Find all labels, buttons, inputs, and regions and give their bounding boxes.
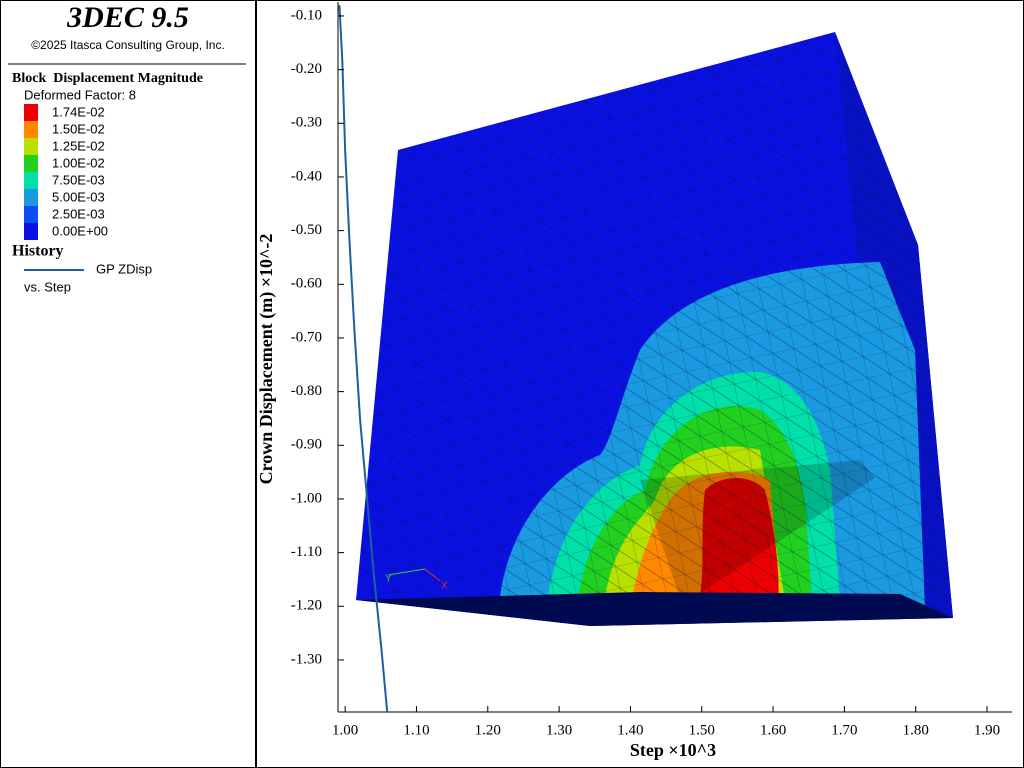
legend-level: 0.00E+00 [52,223,108,238]
mesh-lines [356,32,953,626]
legend-swatch [24,189,38,206]
x-tick-label: 1.30 [546,722,572,738]
triad-label: Y [385,574,392,585]
history-subtitle: vs. Step [24,279,71,294]
x-tick-label: 1.60 [760,722,786,738]
contour-legend: 1.74E-02 1.50E-02 1.25E-02 1.00E-02 7.50E-03… [24,104,108,240]
legend-label: GP ZDisp [96,261,152,276]
y-tick-label: -0.20 [291,61,322,77]
legend-level: 1.25E-02 [52,138,105,153]
x-tick-label: 1.40 [617,722,643,738]
series-line [338,5,389,712]
legend-swatch [24,121,38,138]
legend-swatch [24,206,38,223]
y-tick-label: -0.90 [291,437,322,453]
legend-swatch [24,104,38,121]
block-bottom [356,592,953,626]
y-tick-label: -0.40 [291,168,322,184]
x-tick-label: 1.50 [689,722,715,738]
y-tick-label: -0.70 [291,329,322,345]
x-tick-label: 1.90 [974,722,1000,738]
y-tick-label: -0.60 [291,276,322,292]
x-tick-label: 1.70 [831,722,857,738]
history-title: History [12,243,64,260]
legend-swatch [24,138,38,155]
y-tick-label: -1.10 [291,544,322,560]
y-tick-label: -0.30 [291,115,322,131]
legend-swatch [24,155,38,172]
legend-level: 7.50E-03 [52,172,105,187]
y-tick-label: -1.30 [291,651,322,667]
legend-level: 1.50E-02 [52,121,105,136]
triad-axis [387,568,426,576]
legend-level: 2.50E-03 [52,206,105,221]
plot-area [338,5,389,712]
y-tick-label: -1.20 [291,598,322,614]
legend-swatch [24,172,38,189]
legend-level: 5.00E-03 [52,189,105,204]
y-tick-label: -0.10 [291,7,322,23]
model-view: Y X [356,32,953,626]
y-axis-label: Crown Displacement (m) ×10^-2 [256,234,277,485]
contour-title: Block Displacement Magnitude [12,71,203,86]
contour-subtitle: Deformed Factor: 8 [24,87,136,102]
legend-swatch [24,223,38,240]
y-tick-label: -0.50 [291,222,322,238]
x-tick-label: 1.80 [903,722,929,738]
copyright: ©2025 Itasca Consulting Group, Inc. [31,38,225,52]
x-tick-label: 1.10 [403,722,429,738]
legend-level: 1.00E-02 [52,155,105,170]
x-axis-label: Step ×10^3 [630,740,716,760]
app-title: 3DEC 9.5 [66,1,189,34]
x-tick-label: 1.00 [332,722,358,738]
triad-label: X [441,581,448,592]
y-tick-label: -1.00 [291,490,322,506]
legend-level: 1.74E-02 [52,104,105,119]
triad-axis [424,568,441,582]
x-tick-label: 1.20 [475,722,501,738]
y-tick-label: -0.80 [291,383,322,399]
